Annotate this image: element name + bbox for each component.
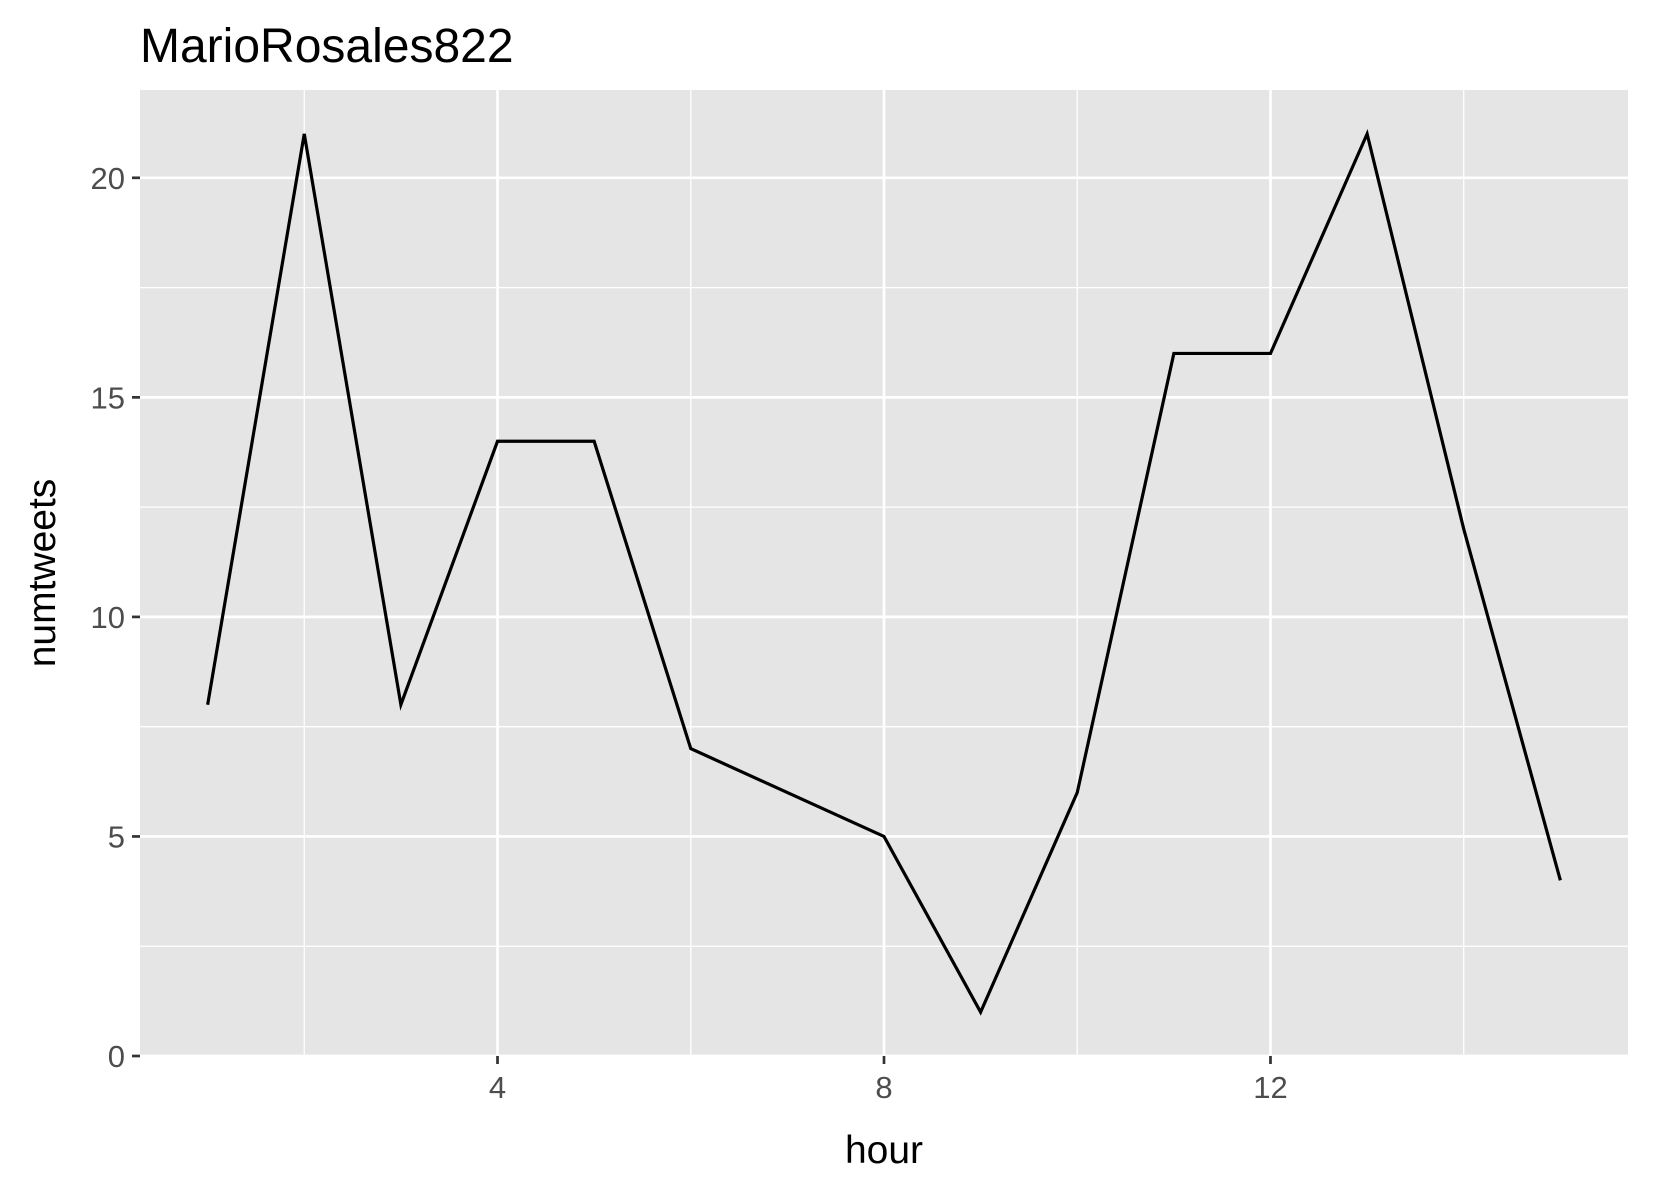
series-layer [206,128,1562,1016]
chart-title: MarioRosales822 [140,20,514,73]
series-line [206,128,1562,1016]
x-axis-title: hour [845,1129,923,1172]
y-axis: 0 5 10 15 20 [91,161,140,1074]
y-tick-label: 10 [91,600,125,635]
y-tick-label: 20 [91,161,125,196]
y-tick-label: 5 [108,819,125,854]
x-tick-label: 12 [1253,1070,1287,1105]
y-axis-title: numtweets [21,479,64,668]
y-tick-label: 0 [108,1039,125,1074]
y-tick-label: 15 [91,380,125,415]
x-tick-label: 4 [489,1070,506,1105]
x-tick-label: 8 [875,1070,892,1105]
x-axis: 4 8 12 [489,1056,1288,1105]
